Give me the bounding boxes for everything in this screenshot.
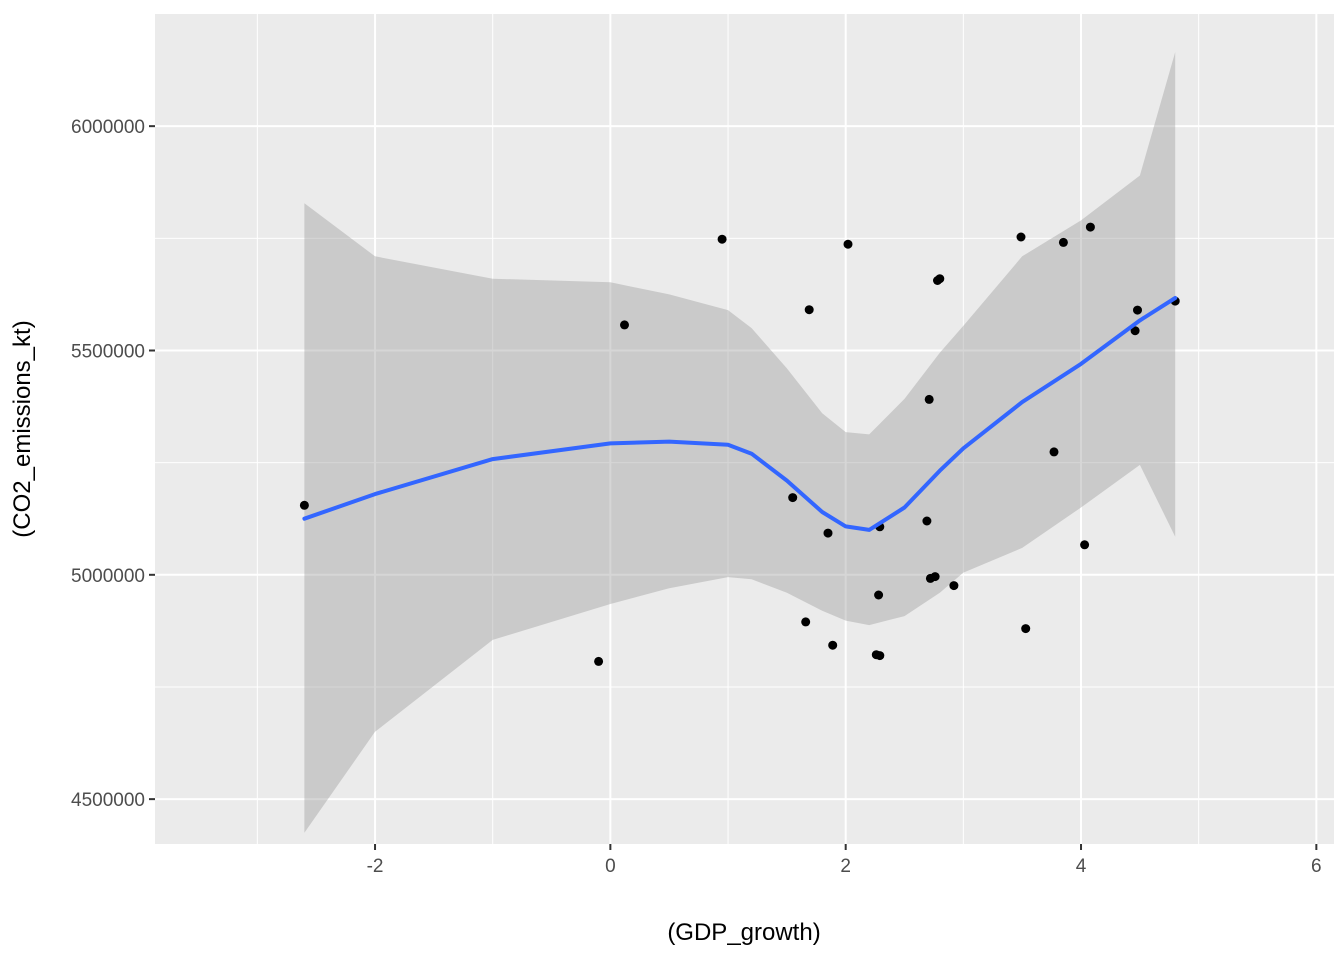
y-tick-label: 4500000 — [71, 790, 145, 811]
x-tick-label: 6 — [1311, 856, 1322, 877]
y-tick-label: 6000000 — [71, 117, 145, 138]
data-point — [935, 274, 945, 284]
data-point — [801, 617, 811, 627]
data-point — [875, 651, 885, 661]
grid-major-lines — [155, 14, 1334, 844]
data-point — [717, 234, 727, 244]
grid-minor-lines — [155, 14, 1334, 844]
confidence-ribbon — [304, 52, 1176, 833]
x-axis: -2 0 2 4 6 — [367, 844, 1322, 877]
data-point — [1130, 326, 1140, 336]
x-tick-label: 0 — [605, 856, 616, 877]
data-point — [1058, 237, 1068, 247]
data-point — [299, 500, 309, 510]
data-point — [922, 516, 932, 526]
data-point — [1085, 222, 1095, 232]
data-point — [1080, 540, 1090, 550]
data-point — [823, 528, 833, 538]
confidence-ribbon-layer — [304, 52, 1176, 833]
data-point — [874, 590, 884, 600]
smooth-line — [302, 296, 1178, 532]
x-axis-title: (GDP_growth) — [667, 919, 820, 946]
data-point — [788, 493, 798, 503]
data-point — [828, 640, 838, 650]
data-point — [1049, 447, 1059, 457]
y-axis: 4500000 5000000 5500000 6000000 — [71, 117, 155, 811]
data-point — [620, 320, 629, 330]
data-point — [924, 394, 934, 404]
x-tick-label: -2 — [367, 856, 384, 877]
data-point — [1021, 624, 1031, 634]
data-point — [804, 305, 814, 315]
data-point — [1133, 305, 1142, 315]
data-point — [949, 581, 959, 591]
plot-panel — [155, 14, 1334, 844]
data-point — [594, 656, 604, 666]
y-tick-label: 5500000 — [71, 341, 145, 362]
x-tick-label: 4 — [1076, 856, 1087, 877]
smooth-line-layer — [302, 296, 1178, 532]
x-tick-label: 2 — [840, 856, 851, 877]
data-point — [1016, 232, 1026, 242]
y-axis-title: (CO2_emissions_kt) — [9, 320, 36, 537]
data-point — [843, 239, 853, 249]
data-point — [930, 572, 940, 582]
data-points — [299, 222, 1180, 666]
y-tick-label: 5000000 — [71, 566, 145, 587]
